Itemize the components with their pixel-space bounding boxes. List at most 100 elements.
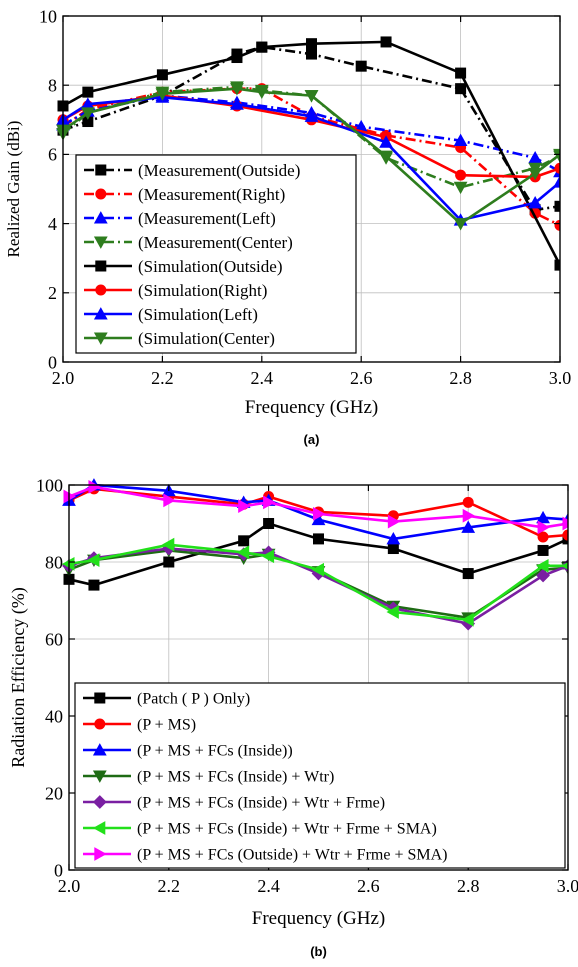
- data-point-marker: [236, 545, 250, 560]
- data-point-marker: [155, 88, 170, 101]
- data-point-marker: [461, 520, 476, 533]
- data-point-marker: [536, 510, 550, 524]
- series-5: [62, 537, 568, 627]
- data-point-marker: [355, 60, 367, 72]
- data-point-marker: [562, 516, 568, 531]
- data-point-marker: [386, 605, 399, 619]
- data-point-marker: [82, 86, 94, 98]
- gain-chart-plot-frame: [62, 15, 561, 363]
- data-point-marker: [553, 148, 560, 162]
- data-point-marker: [161, 537, 175, 552]
- legend-swatch-marker: [95, 260, 107, 272]
- data-point-marker: [554, 162, 560, 174]
- legend-entry: (Measurement(Left): [84, 209, 276, 228]
- gain-chart-caption: (a): [304, 432, 320, 447]
- data-point-marker: [311, 562, 324, 577]
- legend-label: (P + MS + FCs (Inside) + Wtr): [137, 769, 334, 786]
- series-line: [62, 45, 560, 212]
- data-point-marker: [156, 69, 168, 81]
- legend-entry: (P + MS + FCs (Outside) + Wtr + Frme + S…: [83, 847, 447, 864]
- data-point-marker: [387, 543, 399, 555]
- x-tick-label: 2.4: [257, 876, 280, 896]
- data-point-marker: [528, 195, 543, 209]
- legend-label: (P + MS + FCs (Inside)): [137, 743, 293, 760]
- data-point-marker: [87, 553, 100, 567]
- data-point-marker: [453, 133, 468, 147]
- legend-swatch-marker: [92, 743, 107, 756]
- data-point-marker: [453, 181, 468, 195]
- x-tick-label: 3.0: [557, 876, 578, 896]
- gain-chart: 2.0 2.2 2.4 2.6 2.8 3.0 0 2 4 6 8 10 Frequency (GHz…: [4, 6, 571, 447]
- data-point-marker: [304, 90, 319, 103]
- efficiency-chart-ticks: 2.0 2.2 2.4 2.6 2.8 3.0 0 20 40 60 80 100: [36, 475, 578, 896]
- gain-chart-y-axis-label: Realized Gain (dBi): [4, 121, 23, 258]
- legend-entry: (P + MS): [83, 717, 196, 734]
- data-point-marker: [554, 200, 560, 212]
- data-point-marker: [256, 41, 268, 53]
- legend-label: (Simulation(Right): [138, 281, 267, 300]
- legend-label: (Simulation(Left): [138, 305, 258, 324]
- legend-swatch-marker: [95, 188, 107, 200]
- data-point-marker: [263, 495, 276, 510]
- series-line: [68, 547, 568, 625]
- legend-box: [75, 154, 357, 354]
- data-point-marker: [88, 579, 100, 591]
- data-point-marker: [263, 518, 275, 529]
- series-line: [62, 87, 560, 226]
- data-point-marker: [163, 493, 176, 508]
- y-tick-label: 100: [36, 475, 63, 495]
- legend-label: (P + MS): [137, 717, 196, 734]
- data-point-marker: [238, 499, 251, 514]
- legend-swatch-marker: [93, 332, 108, 345]
- x-tick-label: 2.2: [151, 368, 174, 388]
- efficiency-chart-series: [62, 478, 568, 631]
- x-tick-label: 3.0: [549, 368, 572, 388]
- data-point-marker: [462, 496, 474, 508]
- data-point-marker: [304, 109, 319, 122]
- data-point-marker: [230, 83, 244, 96]
- data-point-marker: [461, 612, 474, 627]
- efficiency-chart-x-axis-label: Frequency (GHz): [252, 908, 385, 929]
- gain-chart-ticks: 2.0 2.2 2.4 2.6 2.8 3.0 0 2 4 6 8 10: [39, 6, 571, 388]
- legend-label: (P + MS + FCs (Outside) + Wtr + Frme + S…: [137, 847, 447, 864]
- data-point-marker: [536, 558, 549, 573]
- data-point-marker: [536, 568, 550, 583]
- data-point-marker: [306, 48, 317, 60]
- legend-label: (Measurement(Left): [138, 209, 276, 228]
- legend-label: (P + MS + FCs (Inside) + Wtr + Frme + SM…: [137, 821, 437, 838]
- data-point-marker: [528, 167, 543, 181]
- y-tick-label: 60: [45, 629, 63, 649]
- data-point-marker: [553, 175, 560, 188]
- legend-swatch-marker: [94, 847, 107, 861]
- series-line: [68, 485, 568, 529]
- data-point-marker: [82, 116, 94, 128]
- data-point-marker: [311, 512, 326, 526]
- series-6: [63, 480, 568, 535]
- series-line: [68, 522, 568, 587]
- gain-chart-x-axis-label: Frequency (GHz): [245, 397, 378, 418]
- legend-swatch-marker: [93, 236, 108, 249]
- x-tick-label: 2.4: [251, 368, 274, 388]
- legend-swatch-marker: [95, 164, 107, 176]
- data-point-marker: [462, 568, 474, 580]
- legend-entry: (P + MS + FCs (Inside)): [83, 743, 293, 760]
- y-tick-label: 20: [45, 783, 63, 803]
- y-tick-label: 0: [48, 352, 57, 372]
- data-point-marker: [380, 36, 392, 48]
- data-point-marker: [562, 529, 568, 541]
- data-point-marker: [306, 38, 317, 50]
- data-point-marker: [80, 97, 95, 110]
- data-point-marker: [537, 520, 550, 535]
- data-point-marker: [554, 219, 560, 231]
- efficiency-chart-y-axis-label: Radiation Efficiency (%): [8, 587, 29, 768]
- gain-chart-series: [56, 36, 560, 271]
- data-point-marker: [231, 52, 243, 64]
- y-tick-label: 80: [45, 552, 63, 572]
- data-point-marker: [528, 150, 543, 164]
- legend-label: (Measurement(Outside): [138, 161, 300, 180]
- legend-entry: (Simulation(Outside): [84, 257, 282, 276]
- data-point-marker: [386, 532, 401, 545]
- data-point-marker: [261, 549, 275, 564]
- x-tick-label: 2.0: [52, 368, 75, 388]
